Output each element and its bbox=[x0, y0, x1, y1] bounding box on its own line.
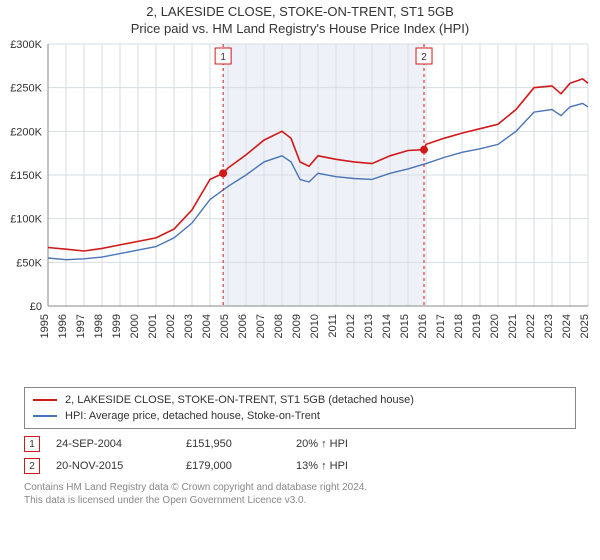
svg-text:1995: 1995 bbox=[39, 314, 51, 338]
svg-text:2003: 2003 bbox=[183, 314, 195, 338]
price-chart-svg: £0 £50K £100K £150K £200K £250K £300K 1995 1996 1… bbox=[0, 36, 600, 376]
footer-line1: Contains HM Land Registry data © Crown c… bbox=[24, 481, 576, 494]
title-block: 2, LAKESIDE CLOSE, STOKE-ON-TRENT, ST1 5… bbox=[0, 0, 600, 36]
svg-text:£50K: £50K bbox=[16, 257, 42, 269]
legend-row: HPI: Average price, detached house, Stok… bbox=[33, 408, 567, 424]
sale-date: 24-SEP-2004 bbox=[56, 438, 186, 450]
svg-text:1996: 1996 bbox=[57, 314, 69, 338]
svg-text:2007: 2007 bbox=[255, 314, 267, 338]
legend-label: HPI: Average price, detached house, Stok… bbox=[65, 410, 320, 422]
svg-text:£250K: £250K bbox=[10, 83, 42, 95]
chart-area: £0 £50K £100K £150K £200K £250K £300K 1995 1996 1… bbox=[0, 36, 600, 381]
sale-diff: 13% ↑ HPI bbox=[296, 460, 416, 472]
svg-text:1997: 1997 bbox=[75, 314, 87, 338]
sale-badge: 2 bbox=[24, 458, 40, 474]
sale-diff: 20% ↑ HPI bbox=[296, 438, 416, 450]
svg-text:2012: 2012 bbox=[345, 314, 357, 338]
legend-swatch bbox=[33, 415, 57, 417]
attribution-footer: Contains HM Land Registry data © Crown c… bbox=[24, 481, 576, 507]
sale-date: 20-NOV-2015 bbox=[56, 460, 186, 472]
svg-text:2024: 2024 bbox=[561, 314, 573, 338]
svg-text:2019: 2019 bbox=[471, 314, 483, 338]
svg-text:2023: 2023 bbox=[543, 314, 555, 338]
svg-text:2022: 2022 bbox=[525, 314, 537, 338]
svg-text:2021: 2021 bbox=[507, 314, 519, 338]
svg-text:2010: 2010 bbox=[309, 314, 321, 338]
legend: 2, LAKESIDE CLOSE, STOKE-ON-TRENT, ST1 5… bbox=[24, 387, 576, 429]
sale-row: 1 24-SEP-2004£151,95020% ↑ HPI bbox=[24, 433, 576, 455]
svg-text:1999: 1999 bbox=[111, 314, 123, 338]
svg-text:2020: 2020 bbox=[489, 314, 501, 338]
svg-text:2013: 2013 bbox=[363, 314, 375, 338]
sale-price: £179,000 bbox=[186, 460, 296, 472]
svg-text:£200K: £200K bbox=[10, 126, 42, 138]
sales-table: 1 24-SEP-2004£151,95020% ↑ HPI 2 20-NOV-201… bbox=[24, 433, 576, 477]
legend-label: 2, LAKESIDE CLOSE, STOKE-ON-TRENT, ST1 5… bbox=[65, 394, 414, 406]
svg-text:2006: 2006 bbox=[237, 314, 249, 338]
svg-text:£300K: £300K bbox=[10, 39, 42, 51]
svg-text:2018: 2018 bbox=[453, 314, 465, 338]
legend-row: 2, LAKESIDE CLOSE, STOKE-ON-TRENT, ST1 5… bbox=[33, 392, 567, 408]
sale-badge: 1 bbox=[24, 436, 40, 452]
svg-text:2: 2 bbox=[421, 52, 427, 63]
svg-text:2002: 2002 bbox=[165, 314, 177, 338]
svg-text:2017: 2017 bbox=[435, 314, 447, 338]
legend-swatch bbox=[33, 399, 57, 401]
svg-text:2005: 2005 bbox=[219, 314, 231, 338]
title-subtitle: Price paid vs. HM Land Registry's House … bbox=[0, 21, 600, 36]
chart-container: 2, LAKESIDE CLOSE, STOKE-ON-TRENT, ST1 5… bbox=[0, 0, 600, 507]
svg-text:2011: 2011 bbox=[327, 314, 339, 338]
svg-text:2025: 2025 bbox=[579, 314, 591, 338]
svg-text:£150K: £150K bbox=[10, 170, 42, 182]
svg-text:2014: 2014 bbox=[381, 314, 393, 338]
svg-text:2008: 2008 bbox=[273, 314, 285, 338]
footer-line2: This data is licensed under the Open Gov… bbox=[24, 494, 576, 507]
title-address: 2, LAKESIDE CLOSE, STOKE-ON-TRENT, ST1 5… bbox=[0, 4, 600, 19]
svg-text:£0: £0 bbox=[30, 301, 42, 313]
svg-text:1: 1 bbox=[220, 52, 226, 63]
svg-text:2015: 2015 bbox=[399, 314, 411, 338]
sale-price: £151,950 bbox=[186, 438, 296, 450]
svg-text:£100K: £100K bbox=[10, 214, 42, 226]
svg-text:2009: 2009 bbox=[291, 314, 303, 338]
svg-text:2001: 2001 bbox=[147, 314, 159, 338]
sale-row: 2 20-NOV-2015£179,00013% ↑ HPI bbox=[24, 455, 576, 477]
svg-text:2016: 2016 bbox=[417, 314, 429, 338]
svg-text:2000: 2000 bbox=[129, 314, 141, 338]
svg-text:1998: 1998 bbox=[93, 314, 105, 338]
svg-text:2004: 2004 bbox=[201, 314, 213, 338]
